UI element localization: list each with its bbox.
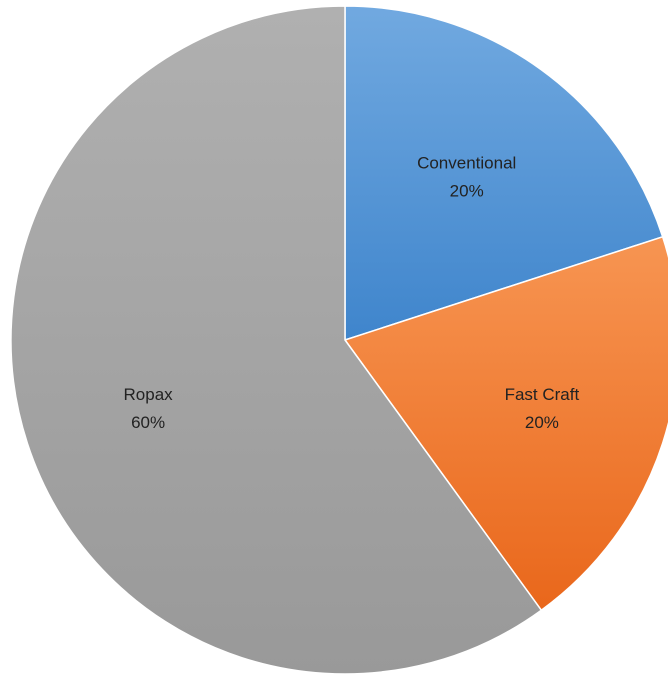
- slice-percent-fast-craft: 20%: [525, 413, 559, 432]
- slice-percent-conventional: 20%: [450, 182, 484, 201]
- slices-layer: [10, 5, 668, 675]
- slice-label-conventional: Conventional 20%: [417, 154, 516, 201]
- labels-layer: Conventional 20% Fast Craft 20% Ropax 60%: [124, 154, 580, 433]
- slice-percent-ropax: 60%: [131, 413, 165, 432]
- pie-slice-conventional: [344, 5, 664, 342]
- pie-slice-ropax: [10, 5, 543, 675]
- slice-label-ropax: Ropax 60%: [124, 385, 174, 432]
- slice-name-ropax: Ropax: [124, 385, 174, 404]
- slice-name-conventional: Conventional: [417, 154, 516, 173]
- pie-slice-fast-craft: [343, 235, 668, 612]
- slice-name-fast-craft: Fast Craft: [505, 385, 580, 404]
- slice-label-fast-craft: Fast Craft 20%: [505, 385, 580, 432]
